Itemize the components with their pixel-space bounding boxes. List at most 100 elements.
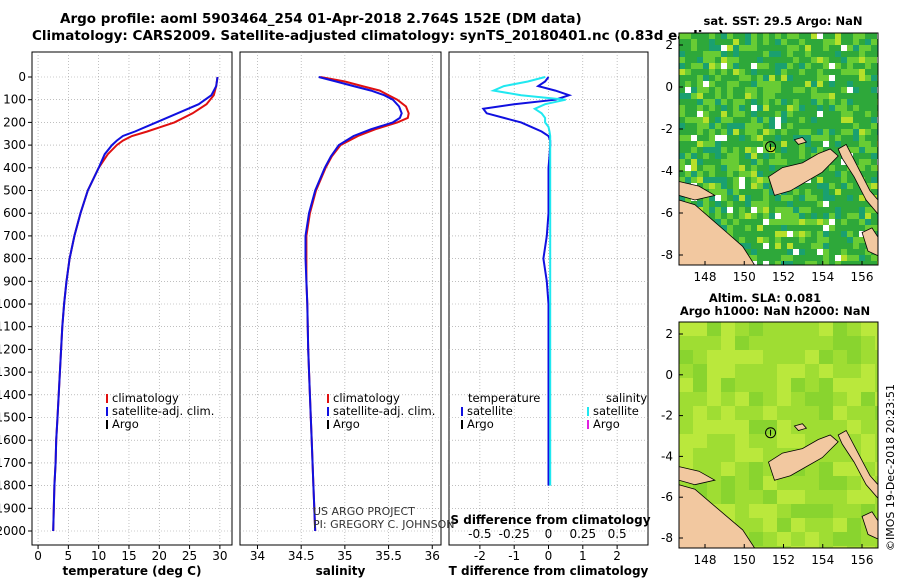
map-cell [875,504,878,518]
map-cell [859,255,865,261]
map-cell [787,99,793,105]
map-cell [859,69,865,75]
map-cell [805,261,811,265]
map-cell [769,105,775,111]
map-cell [685,87,691,93]
map-cell [823,117,829,123]
map-cell [817,219,823,225]
map-cell [791,336,805,350]
map-cell [817,99,823,105]
map-cell [763,147,769,153]
map-cell [829,111,835,117]
map-cell [805,532,819,546]
map-cell [757,261,763,265]
map-cell [763,33,769,39]
map-cell [721,225,727,231]
map-cell [679,406,693,420]
map-cell [799,147,805,153]
map-cell [835,165,841,171]
map-cell [727,51,733,57]
map-cell [847,189,853,195]
map-cell [811,249,817,255]
map-cell [853,63,859,69]
map-cell [787,75,793,81]
map-cell [781,87,787,93]
map-cell [811,75,817,81]
map-cell [757,153,763,159]
map-cell [841,189,847,195]
map-cell [751,69,757,75]
map-cell [763,406,777,420]
map-cell [787,195,793,201]
map-cell [865,105,871,111]
map-cell [769,63,775,69]
map-cell [739,147,745,153]
map-cell [685,177,691,183]
map-cell [841,63,847,69]
map-cell [841,171,847,177]
map-cell [769,189,775,195]
map-cell [703,195,709,201]
map-cell [847,51,853,57]
map-cell [799,237,805,243]
imos-stamp: ©IMOS 19-Dec-2018 20:23:51 [884,384,897,551]
map-cell [757,165,763,171]
map-cell [745,225,751,231]
y-tick-label: 1600 [0,433,26,447]
map-cell [859,81,865,87]
map-cell [781,33,787,39]
map-cell [751,81,757,87]
map-cell [709,63,715,69]
map-cell [727,153,733,159]
map-cell [787,147,793,153]
legend-label: satellite [467,404,513,418]
map-cell [749,322,763,336]
map-cell [727,69,733,75]
map-cell [787,51,793,57]
map-cell [793,57,799,63]
map-cell [733,63,739,69]
map-cell [721,189,727,195]
map-cell [781,57,787,63]
map-cell [703,117,709,123]
map-cell [865,183,871,189]
map-cell [847,81,853,87]
map-cell [721,434,735,448]
map-cell [775,219,781,225]
map-cell [835,249,841,255]
map-cell [775,225,781,231]
map-cell [793,105,799,111]
map-cell [775,45,781,51]
map-cell [685,171,691,177]
map-cell [697,99,703,105]
map-cell [823,231,829,237]
map-cell [733,195,739,201]
map-cell [805,93,811,99]
map-cell [787,111,793,117]
map-cell [871,129,877,135]
y-tick-label: 100 [3,93,26,107]
map-cell [871,45,877,51]
map-cell [865,219,871,225]
map-cell [739,33,745,39]
map-cell [811,237,817,243]
map-cell [733,213,739,219]
map-cell [751,147,757,153]
map-cell [763,546,777,548]
map-cell [859,231,865,237]
map-x-tick-label: 150 [733,270,756,284]
map-cell [791,532,805,546]
map-cell [775,159,781,165]
map-cell [799,111,805,117]
map-cell [817,105,823,111]
map-cell [679,378,693,392]
map-cell [735,490,749,504]
map-cell [775,255,781,261]
map-cell [679,165,685,171]
map-cell [679,81,685,87]
map-cell [817,255,823,261]
legend-title-temperature: temperature [468,391,540,405]
y-tick-label: 300 [3,138,26,152]
map-cell [847,261,853,265]
map-cell [679,364,693,378]
